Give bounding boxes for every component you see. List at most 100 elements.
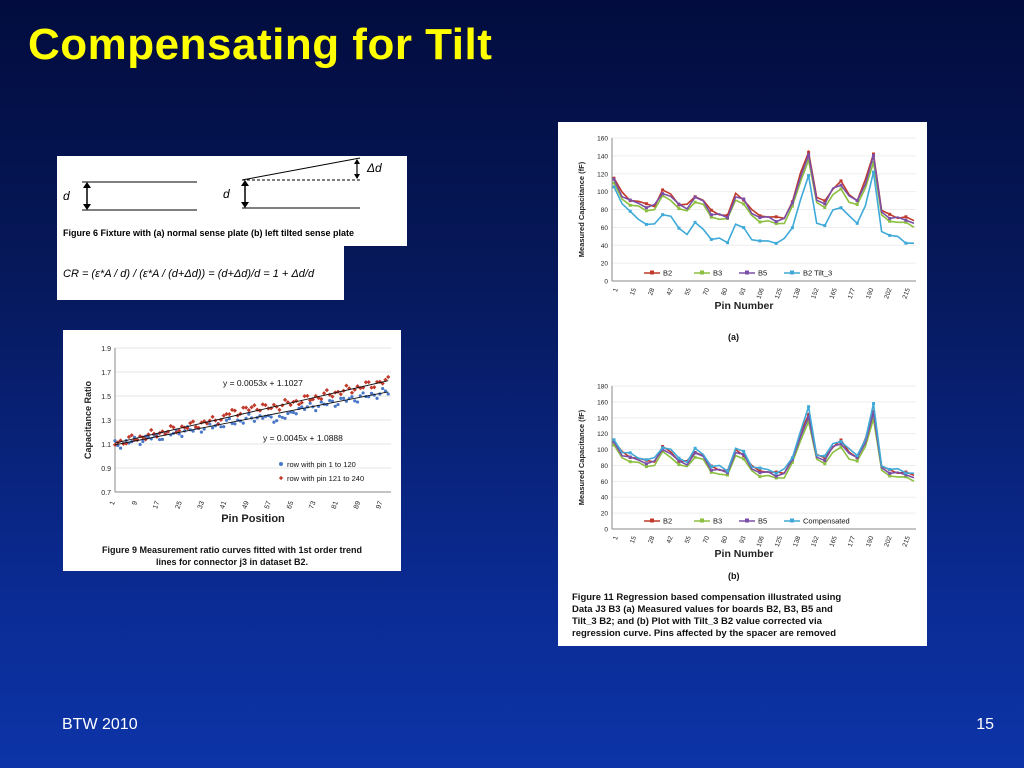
legend-marker — [790, 518, 794, 523]
ratio-point — [383, 389, 388, 393]
chart-x-tick-label: 80 — [720, 287, 729, 297]
ratio-point — [180, 434, 184, 439]
ratio-point — [294, 412, 298, 416]
series-point — [677, 202, 681, 206]
series-point — [758, 239, 762, 243]
chart-x-axis-title: Pin Number — [715, 548, 774, 560]
series-point — [709, 208, 713, 212]
series-point — [644, 222, 648, 226]
series-point — [628, 455, 632, 459]
series-point — [661, 192, 665, 196]
ratio-x-tick-label: 1 — [109, 500, 117, 506]
chart-x-tick-label: 28 — [647, 287, 656, 297]
series-point — [855, 459, 859, 463]
slide-title: Compensating for Tilt — [28, 20, 493, 69]
series-point — [742, 197, 746, 201]
chart-y-axis-title: Measured Capacitance (fF) — [577, 161, 586, 257]
series-point — [855, 454, 859, 457]
chart-x-tick-label: 190 — [865, 287, 875, 300]
measured-chart-a: 0 20 40 60 80 100 120 140 160 1 15 28 42 55 70 80 93 106 1… — [577, 136, 916, 312]
formula-svg: CR = (ε*A / d) / (ε*A / (d+Δd)) = (d+Δd)… — [63, 268, 315, 280]
ratio-point — [222, 425, 226, 429]
series-point — [855, 456, 859, 460]
ratio-point — [349, 390, 355, 395]
ratio-point — [160, 437, 164, 441]
ratio-point — [342, 396, 346, 400]
series-point — [839, 445, 843, 449]
series-point — [661, 188, 665, 192]
series-point — [790, 226, 794, 230]
ratio-point — [358, 394, 362, 398]
ratio-equation-2: y = 0.0045x + 1.0888 — [263, 433, 343, 443]
figure9-caption-line: lines for connector j3 in dataset B2. — [156, 557, 308, 567]
chart-y-tick-label: 100 — [597, 447, 608, 454]
ratio-point — [308, 401, 312, 405]
series-point — [726, 473, 729, 477]
ratio-chart: 0.7 0.9 1.1 1.3 1.5 1.7 1.9 1 9 17 25 33 41 49 57 65 73 8… — [83, 346, 391, 567]
ratio-x-tick-label: 49 — [241, 500, 250, 510]
figure9-caption-line: Figure 9 Measurement ratio curves fitted… — [102, 545, 362, 555]
chart-x-tick-label: 106 — [756, 287, 766, 300]
series-point — [677, 207, 681, 211]
chart-y-tick-label: 60 — [601, 479, 609, 486]
series-point — [774, 471, 778, 475]
series-point — [661, 194, 665, 198]
series-point — [872, 154, 875, 157]
ratio-point — [372, 385, 377, 390]
ratio-point — [243, 405, 249, 410]
series-point — [644, 202, 648, 206]
series-point — [742, 453, 746, 456]
series-point — [823, 459, 827, 462]
ratio-point — [199, 430, 204, 434]
series-point — [628, 198, 632, 202]
ratio-y-tick-label: 1.1 — [101, 442, 111, 449]
legend-label: B5 — [758, 269, 767, 278]
ratio-point — [126, 434, 132, 440]
series-point — [839, 438, 843, 442]
ratio-x-tick-label: 89 — [353, 500, 362, 510]
series-point — [661, 448, 665, 452]
ratio-point — [355, 400, 360, 404]
series-point — [661, 446, 665, 450]
series-point — [726, 471, 729, 475]
ratio-point — [319, 396, 324, 402]
ratio-point — [353, 399, 357, 403]
series-point — [807, 405, 811, 409]
series-point — [709, 237, 713, 241]
ratio-point — [344, 383, 349, 388]
series-point — [628, 203, 632, 207]
ratio-x-tick-label: 9 — [131, 500, 139, 506]
ratio-y-axis-title: Capacitance Ratio — [83, 380, 93, 459]
chart-y-axis-title: Measured Capacitance (fF) — [577, 409, 586, 505]
ratio-x-tick-label: 41 — [219, 500, 228, 510]
chart-x-tick-label: 138 — [792, 535, 802, 548]
series-point — [807, 150, 811, 154]
ratio-point — [208, 422, 212, 426]
series-point — [790, 201, 794, 205]
series-point — [904, 241, 908, 245]
series-point — [807, 415, 811, 419]
series-point — [742, 449, 746, 453]
ratio-x-tick-label: 25 — [175, 500, 184, 510]
ratio-y-tick-label: 1.7 — [101, 370, 111, 377]
chart-x-tick-label: 106 — [756, 535, 766, 548]
ratio-legend-label: row with pin 1 to 120 — [287, 460, 356, 469]
chart-x-tick-label: 1 — [612, 287, 620, 293]
series-line — [613, 403, 915, 475]
series-point — [790, 460, 794, 464]
legend-label: B2 — [663, 517, 672, 526]
legend-marker — [745, 270, 749, 275]
ratio-point — [269, 415, 273, 419]
series-point — [677, 456, 681, 460]
chart-x-tick-label: 125 — [774, 287, 784, 300]
chart-y-tick-label: 120 — [597, 431, 608, 438]
ratio-point — [319, 400, 323, 404]
ratio-point — [112, 442, 118, 448]
series-point — [726, 469, 729, 473]
chart-y-tick-label: 80 — [601, 463, 609, 470]
chart-y-tick-label: 20 — [601, 511, 609, 518]
series-point — [774, 222, 778, 226]
series-point — [807, 174, 811, 177]
series-point — [904, 475, 908, 479]
